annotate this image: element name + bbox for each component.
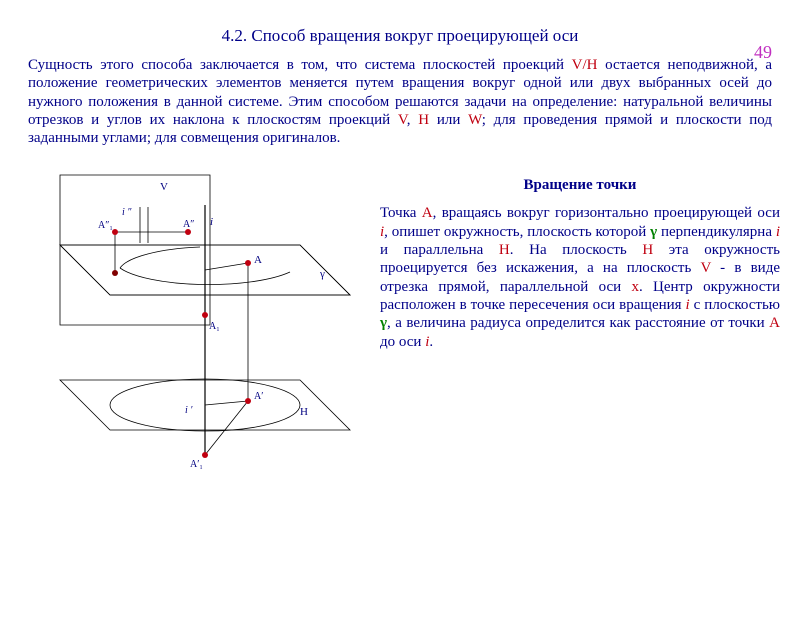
label-A-dprime: A″ — [183, 219, 194, 230]
right-body: Точка А, вращаясь вокруг горизонтально п… — [380, 204, 780, 350]
label-i: i — [210, 216, 213, 228]
label-A: A — [254, 254, 262, 266]
section-title: 4.2. Способ вращения вокруг проецирующей… — [0, 26, 800, 46]
intro-paragraph: Сущность этого способа заключается в том… — [28, 56, 772, 147]
label-gamma: γ — [319, 268, 325, 280]
label-i-dprime: i ″ — [122, 207, 132, 218]
right-title: Вращение точки — [380, 177, 780, 194]
label-H: H — [300, 406, 308, 418]
label-A-prime: A′ — [254, 391, 263, 402]
label-i-prime: i ′ — [185, 405, 193, 416]
figure-rotation-diagram: V H γ i i ″ A A₁ A′ A′₁ i ′ A″ A″₁ — [0, 155, 380, 495]
label-V: V — [160, 181, 168, 193]
page-number: 49 — [754, 42, 772, 63]
label-A1: A₁ — [209, 321, 220, 332]
label-A1-dprime: A″₁ — [98, 220, 113, 231]
label-A1-prime: A′₁ — [190, 459, 203, 470]
